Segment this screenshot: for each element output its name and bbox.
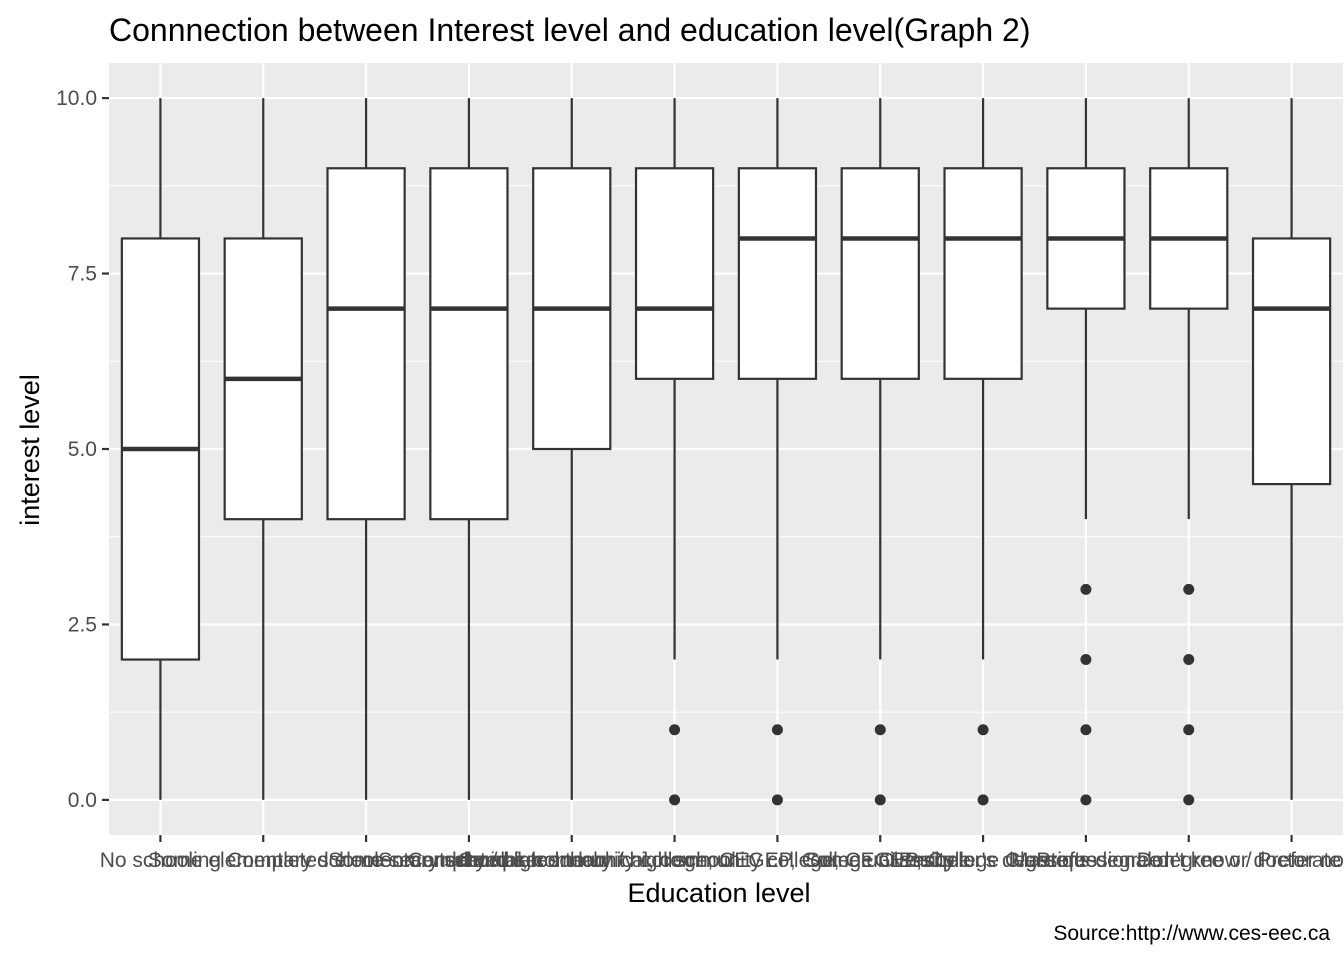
box-9 xyxy=(943,98,1023,806)
box-6 xyxy=(634,98,715,806)
y-tick-label: 0.0 xyxy=(68,789,97,812)
iqr-box xyxy=(326,167,406,521)
x-tick-label: Bachelor's degree xyxy=(899,849,1068,872)
outlier-point xyxy=(1183,583,1195,595)
box-8 xyxy=(840,98,920,806)
x-tick-label: Completed elementary school xyxy=(227,849,505,872)
outlier-point xyxy=(874,794,886,806)
outlier-point xyxy=(1080,654,1092,666)
x-tick-label: No schooling xyxy=(100,849,221,872)
box-3 xyxy=(326,98,406,800)
y-tick-label: 10.0 xyxy=(56,87,97,110)
iqr-box xyxy=(429,167,509,521)
x-axis-title: Education level xyxy=(627,878,810,908)
outlier-point xyxy=(771,724,783,736)
outlier-point xyxy=(771,794,783,806)
outlier-point xyxy=(1183,724,1195,736)
iqr-box xyxy=(634,167,715,380)
iqr-box xyxy=(737,167,818,380)
x-tick-label: Completed secondary / high school xyxy=(408,849,736,872)
outlier-point xyxy=(1080,583,1092,595)
outlier-point xyxy=(1080,794,1092,806)
x-tick-label: Some technical, community college, CEGEP… xyxy=(378,849,971,872)
iqr-box xyxy=(943,167,1023,380)
outlier-point xyxy=(874,724,886,736)
iqr-box xyxy=(840,167,920,380)
outlier-point xyxy=(669,724,681,736)
x-tick-label: Professional degree or doctorate xyxy=(1036,849,1341,872)
y-tick-label: 7.5 xyxy=(68,263,97,286)
outlier-point xyxy=(1080,724,1092,736)
x-tick-label: Don't know / Prefer not to answer xyxy=(1137,849,1344,872)
x-tick-label: Completed technical, community college, … xyxy=(458,849,1097,872)
outlier-point xyxy=(977,794,989,806)
box-2 xyxy=(223,98,303,800)
y-axis: 0.0 2.5 5.0 7.5 10.0 xyxy=(56,87,109,812)
y-tick-label: 5.0 xyxy=(68,438,97,461)
x-tick-label: Master's degree xyxy=(1011,849,1161,872)
y-tick-label: 2.5 xyxy=(68,613,97,636)
source-caption: Source:http://www.ces-eec.ca xyxy=(1053,922,1330,945)
outlier-point xyxy=(1183,654,1195,666)
box-10 xyxy=(1046,98,1126,806)
iqr-box xyxy=(1251,237,1332,486)
outlier-point xyxy=(669,794,681,806)
box-series xyxy=(120,98,1332,806)
box-11 xyxy=(1149,98,1229,806)
chart-title: Connnection between Interest level and e… xyxy=(109,12,1030,48)
x-tick-label: Some elementary school xyxy=(148,849,379,872)
x-tick-label: Some secondary / high school xyxy=(328,849,609,872)
box-7 xyxy=(737,98,818,806)
box-4 xyxy=(429,98,509,800)
x-tick-label: Some university xyxy=(806,849,956,872)
outlier-point xyxy=(1183,794,1195,806)
box-5 xyxy=(532,98,612,800)
box-1 xyxy=(120,98,201,800)
outlier-point xyxy=(977,724,989,736)
box-12 xyxy=(1251,98,1332,800)
y-axis-title: interest level xyxy=(15,374,45,526)
